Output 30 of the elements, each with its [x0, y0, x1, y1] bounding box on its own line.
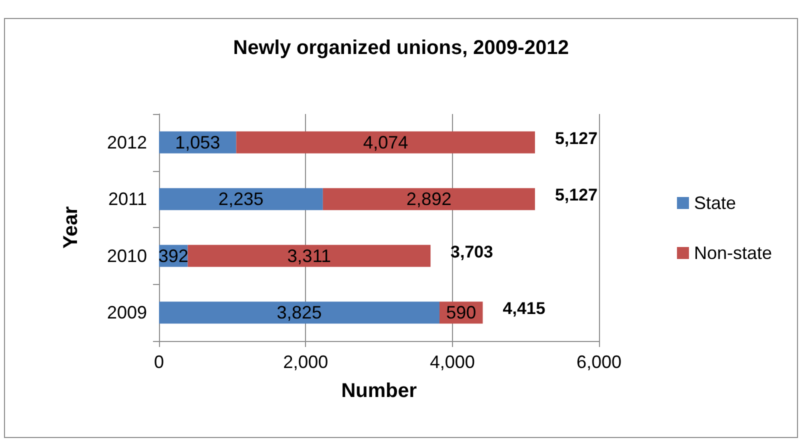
y-tick-label: 2010: [106, 246, 147, 266]
legend-label: State: [694, 193, 736, 213]
total-label: 4,415: [502, 299, 546, 318]
y-axis-title: Year: [60, 206, 82, 249]
total-label: 3,703: [450, 242, 494, 262]
x-tick-label: 0: [154, 352, 164, 372]
data-label: 2,235: [218, 189, 264, 210]
x-tick-label: 2,000: [283, 352, 328, 372]
data-label: 3,311: [287, 246, 332, 266]
data-label: 392: [158, 246, 188, 266]
data-label: 2,892: [406, 189, 452, 210]
y-tick-label: 2011: [108, 189, 147, 210]
chart-title: Newly organized unions, 2009-2012: [233, 37, 569, 59]
total-label: 5,127: [554, 186, 598, 205]
bar: [159, 188, 323, 210]
bar: [236, 131, 535, 154]
data-label: 3,825: [276, 302, 322, 323]
x-tick-label: 4,000: [430, 352, 475, 372]
data-label: 1,053: [175, 132, 220, 152]
x-tick-label: 6,000: [576, 352, 622, 372]
data-label: 590: [446, 302, 476, 323]
total-label: 5,127: [554, 128, 598, 148]
y-tick-label: 2012: [106, 132, 147, 152]
y-tick-label: 2009: [106, 302, 147, 323]
data-label: 4,074: [363, 132, 408, 152]
x-axis-title: Number: [341, 380, 417, 402]
legend-label: Non-state: [694, 243, 772, 263]
bar: [159, 302, 440, 324]
bar: [322, 188, 535, 210]
bar: [188, 244, 431, 267]
